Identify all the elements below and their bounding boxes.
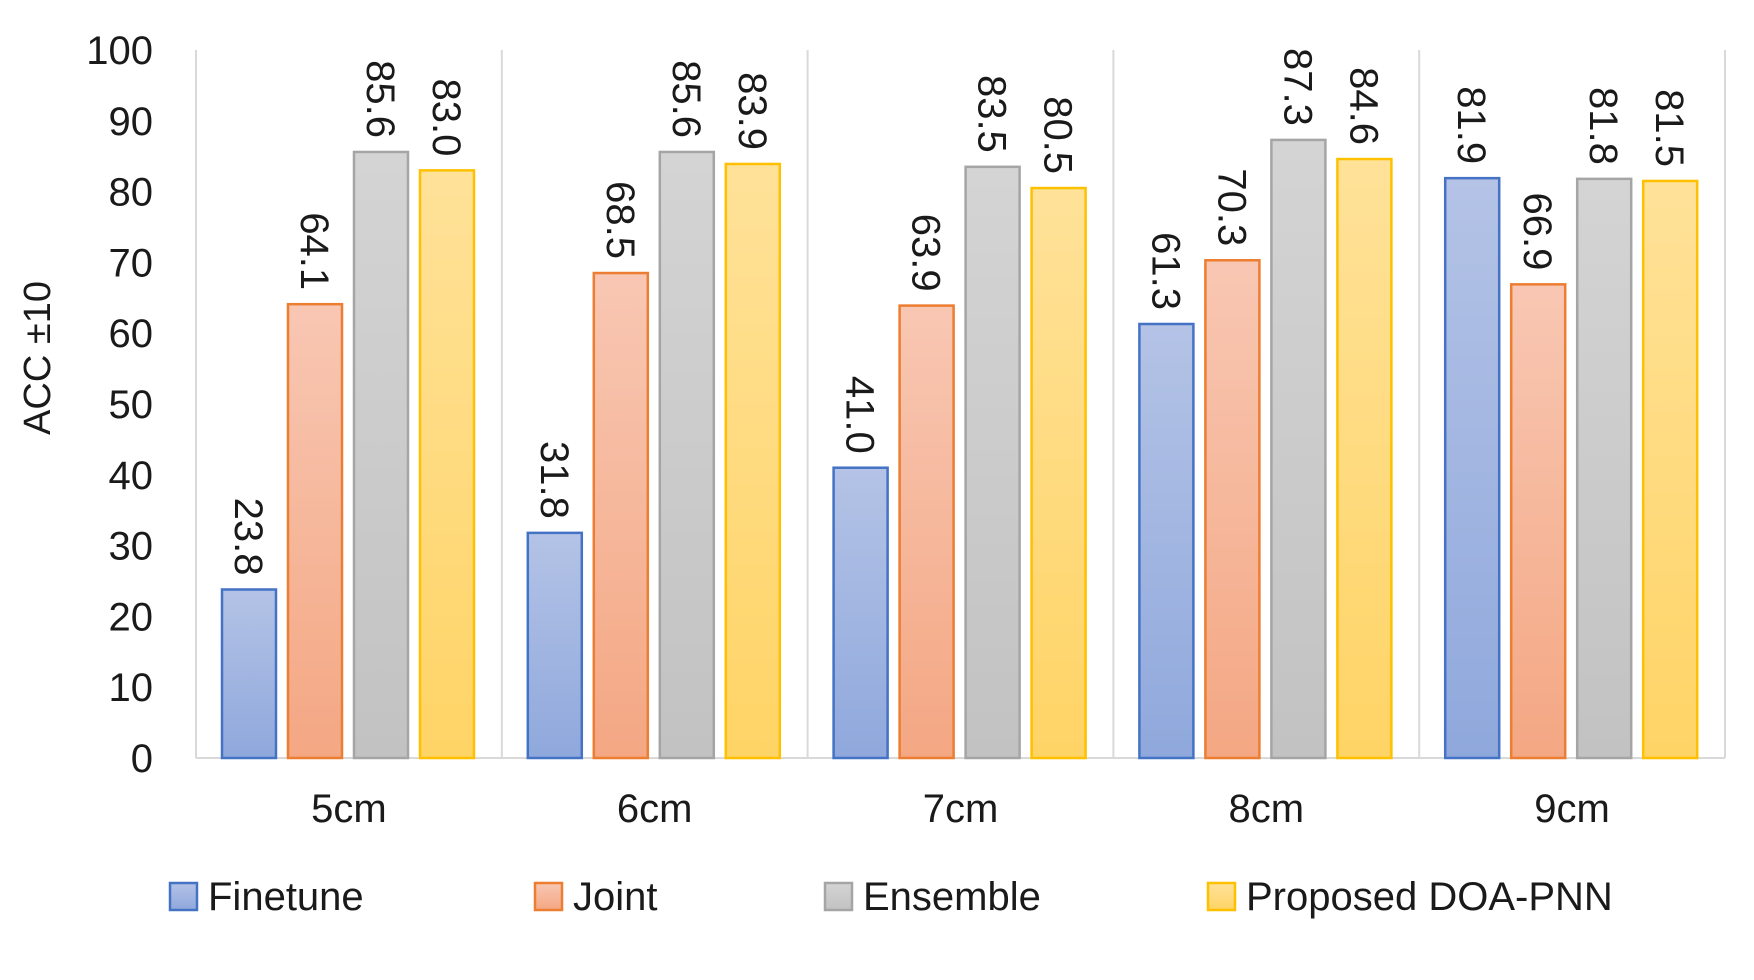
y-tick-label: 0 xyxy=(131,737,153,781)
bar-finetune-5cm xyxy=(220,588,278,760)
x-tick-label: 6cm xyxy=(617,787,693,831)
bar-finetune-6cm xyxy=(526,531,584,760)
y-tick-label: 10 xyxy=(109,666,154,710)
y-tick-label: 30 xyxy=(109,525,154,569)
bar-joint-9cm xyxy=(1509,283,1567,760)
data-labels-layer: 23.8 64.1 85.6 83.0 31.8 68.5 85.6 83.9 41.0 63.9… xyxy=(226,48,1691,575)
bar-proposed-doa-pnn-5cm xyxy=(418,169,476,760)
x-axis: 5cm 6cm 7cm 8cm 9cm xyxy=(311,787,1610,831)
bar-proposed-doa-pnn-7cm xyxy=(1030,186,1087,760)
bar-finetune-7cm xyxy=(832,466,889,760)
legend: Finetune Joint Ensemble Proposed DOA-PNN xyxy=(168,875,1613,919)
bar-proposed-doa-pnn-6cm xyxy=(724,162,782,760)
bar-joint-6cm xyxy=(592,271,650,760)
legend-swatch xyxy=(168,881,199,912)
bar-ensemble-8cm xyxy=(1270,138,1327,760)
data-label-joint-5cm: 64.1 xyxy=(292,212,336,290)
legend-swatch xyxy=(533,881,564,912)
bar-proposed-doa-pnn-9cm xyxy=(1641,179,1699,760)
data-label-proposed-doa-pnn-9cm: 81.5 xyxy=(1647,89,1691,167)
y-tick-label: 20 xyxy=(109,595,154,639)
y-tick-label: 70 xyxy=(109,241,154,285)
data-label-finetune-9cm: 81.9 xyxy=(1449,86,1493,164)
data-label-ensemble-7cm: 83.5 xyxy=(970,75,1014,153)
bar-ensemble-9cm xyxy=(1575,177,1633,760)
data-label-ensemble-5cm: 85.6 xyxy=(358,60,402,138)
bars-layer xyxy=(220,138,1699,760)
data-label-finetune-8cm: 61.3 xyxy=(1143,232,1187,310)
data-label-proposed-doa-pnn-5cm: 83.0 xyxy=(424,79,468,157)
data-label-ensemble-9cm: 81.8 xyxy=(1581,87,1625,165)
bar-proposed-doa-pnn-8cm xyxy=(1336,157,1393,760)
y-axis: 0 10 20 30 40 50 60 70 80 90 100 xyxy=(86,29,153,781)
bar-ensemble-7cm xyxy=(964,165,1021,760)
data-label-joint-6cm: 68.5 xyxy=(598,181,642,259)
bar-ensemble-6cm xyxy=(658,150,716,760)
bar-joint-5cm xyxy=(286,302,344,760)
bar-joint-7cm xyxy=(898,304,955,760)
x-tick-label: 7cm xyxy=(923,787,999,831)
data-label-proposed-doa-pnn-8cm: 84.6 xyxy=(1341,67,1385,145)
data-label-finetune-6cm: 31.8 xyxy=(532,441,576,519)
legend-item-proposed-doa-pnn: Proposed DOA-PNN xyxy=(1206,875,1613,919)
data-label-ensemble-6cm: 85.6 xyxy=(664,60,708,138)
y-tick-label: 80 xyxy=(109,171,154,215)
data-label-joint-9cm: 66.9 xyxy=(1515,192,1559,270)
y-axis-title: ACC ±10 xyxy=(17,281,59,435)
legend-label: Finetune xyxy=(208,875,364,919)
bar-finetune-9cm xyxy=(1443,176,1501,760)
legend-label: Joint xyxy=(573,875,658,919)
y-tick-label: 90 xyxy=(109,100,154,144)
y-tick-label: 40 xyxy=(109,454,154,498)
bar-finetune-8cm xyxy=(1138,322,1195,760)
bar-ensemble-5cm xyxy=(352,150,410,760)
bar-joint-8cm xyxy=(1204,259,1261,760)
data-label-finetune-5cm: 23.8 xyxy=(226,498,270,576)
data-label-proposed-doa-pnn-7cm: 80.5 xyxy=(1036,96,1080,174)
legend-swatch xyxy=(1206,881,1237,912)
data-label-joint-7cm: 63.9 xyxy=(904,214,948,292)
legend-swatch xyxy=(823,881,854,912)
x-tick-label: 9cm xyxy=(1534,787,1610,831)
legend-item-ensemble: Ensemble xyxy=(823,875,1041,919)
legend-item-joint: Joint xyxy=(533,875,658,919)
data-label-finetune-7cm: 41.0 xyxy=(838,376,882,454)
y-tick-label: 100 xyxy=(86,29,153,73)
data-label-joint-8cm: 70.3 xyxy=(1209,168,1253,246)
legend-label: Ensemble xyxy=(863,875,1041,919)
data-label-proposed-doa-pnn-6cm: 83.9 xyxy=(730,72,774,150)
x-tick-label: 8cm xyxy=(1229,787,1305,831)
legend-item-finetune: Finetune xyxy=(168,875,364,919)
y-tick-label: 60 xyxy=(109,312,154,356)
x-tick-label: 5cm xyxy=(311,787,387,831)
legend-label: Proposed DOA-PNN xyxy=(1246,875,1613,919)
data-label-ensemble-8cm: 87.3 xyxy=(1275,48,1319,126)
y-tick-label: 50 xyxy=(109,383,154,427)
